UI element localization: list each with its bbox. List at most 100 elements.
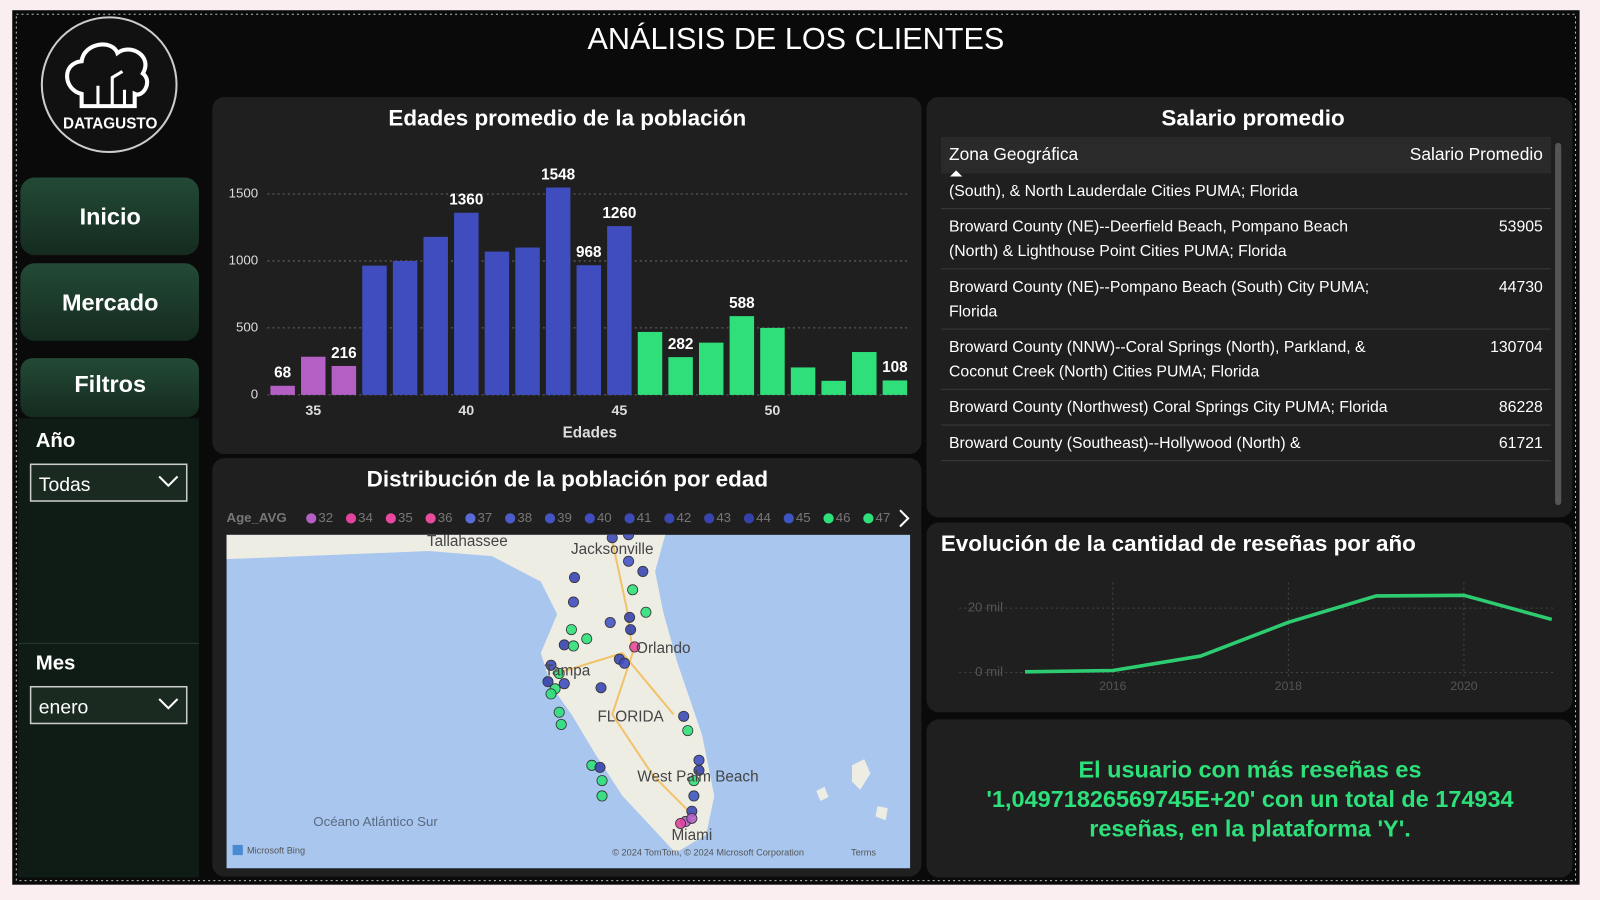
map-point — [581, 633, 593, 645]
bar — [576, 265, 602, 395]
map-point — [553, 706, 565, 718]
bar — [270, 385, 295, 395]
table-cell: Broward County (Southeast)--Hollywood (N… — [948, 434, 1301, 453]
x-tick-label: 2020 — [1450, 679, 1477, 693]
legend-label: 42 — [677, 510, 692, 525]
map-point — [625, 624, 637, 636]
card-panel — [926, 719, 1573, 878]
legend-swatch — [306, 513, 317, 524]
map-point — [596, 775, 608, 787]
bar — [515, 247, 540, 395]
x-tick-label: 50 — [765, 403, 781, 419]
dropdown-value[interactable]: enero — [39, 696, 89, 718]
bar — [331, 365, 357, 395]
nav-button-label[interactable]: Filtros — [74, 371, 146, 397]
attribution[interactable]: Terms — [851, 847, 876, 857]
data-label: 588 — [729, 295, 755, 312]
legend-label: 46 — [836, 510, 851, 525]
legend-swatch — [465, 513, 476, 524]
table-cell: 130704 — [1490, 338, 1543, 357]
dropdown[interactable] — [29, 463, 188, 502]
dropdown-value[interactable]: Todas — [39, 474, 91, 496]
nav-button[interactable] — [20, 358, 199, 418]
bar — [852, 352, 877, 395]
legend-swatch — [385, 513, 396, 524]
table-cell: 86228 — [1498, 398, 1543, 417]
map-place: Tampa — [544, 662, 590, 679]
bar — [454, 212, 479, 395]
map-point — [558, 639, 570, 651]
table-row: Broward County (NE)--Pompano Beach (Sout… — [940, 269, 1552, 330]
legend-label: 41 — [637, 510, 652, 525]
table-body: Zona Geográfica Salario Promedio (South)… — [940, 136, 1552, 462]
nav-button[interactable] — [20, 263, 199, 341]
nav-button[interactable] — [20, 177, 199, 256]
legend-label: 34 — [358, 510, 373, 525]
map-point — [618, 657, 630, 669]
map-place: Jacksonville — [571, 541, 653, 558]
map[interactable] — [226, 530, 911, 869]
y-tick-label: 1500 — [229, 185, 258, 200]
table-row: Broward County (NE)--Deerfield Beach, Po… — [940, 209, 1552, 270]
dropdown-arrow[interactable] — [158, 475, 179, 488]
scrollbar[interactable] — [1555, 142, 1562, 506]
map-point — [555, 718, 567, 730]
bar — [392, 260, 418, 395]
map-point — [640, 606, 652, 618]
x-tick-label: 35 — [305, 403, 321, 419]
legend-label: 39 — [557, 510, 572, 525]
map-point — [682, 725, 694, 737]
table-cell: 61721 — [1498, 434, 1543, 453]
column-header[interactable]: Salario Promedio — [1409, 144, 1543, 165]
map-point — [567, 596, 579, 608]
map-point — [629, 641, 641, 653]
nav-button-label[interactable]: Mercado — [62, 289, 158, 315]
table-cell: 44730 — [1498, 278, 1543, 296]
table-cell: Broward County (NE)--Pompano Beach (Sout… — [948, 278, 1370, 321]
legend-label: 44 — [756, 510, 771, 525]
sort-indicator — [950, 170, 963, 177]
chart-title: Edades promedio de la población — [388, 105, 746, 130]
legend-swatch — [345, 513, 357, 524]
bar — [637, 331, 663, 395]
map-point — [624, 611, 636, 623]
filter-label: Año — [36, 430, 76, 452]
map-point — [623, 534, 635, 541]
y-tick-label: 20 mil — [968, 600, 1003, 615]
map-place: West Palm Beach — [637, 769, 758, 786]
legend-swatch — [783, 513, 794, 524]
map-point — [693, 754, 705, 766]
table-cell: Broward County (NNW)--Coral Springs (Nor… — [948, 338, 1366, 381]
map-point — [693, 764, 705, 776]
legend-swatch — [584, 513, 595, 524]
legend-scroll[interactable] — [899, 509, 910, 528]
legend-swatch — [743, 513, 755, 524]
filter-label: Mes — [36, 653, 76, 675]
bar — [760, 327, 785, 395]
map-point — [594, 761, 606, 773]
nav-button-label[interactable]: Inicio — [80, 204, 141, 230]
map-point — [627, 584, 639, 596]
bar — [423, 236, 448, 395]
bing-icon — [232, 844, 243, 856]
table-cell: Broward County (Northwest) Coral Springs… — [948, 398, 1388, 417]
map-place: Miami — [671, 827, 712, 844]
land — [226, 534, 715, 854]
table-row: (South), & North Lauderdale Cities PUMA;… — [940, 173, 1552, 210]
dropdown[interactable] — [29, 685, 188, 725]
legend-swatch — [425, 513, 436, 524]
column-header[interactable]: Zona Geográfica — [948, 144, 1079, 165]
map-place: Orlando — [636, 640, 690, 657]
bar — [545, 187, 571, 395]
roads — [555, 540, 695, 818]
bar — [484, 251, 510, 395]
divider — [18, 642, 199, 644]
legend-label: 38 — [517, 510, 532, 525]
data-label: 216 — [331, 345, 357, 362]
bar — [882, 380, 908, 395]
x-axis-label: Edades — [563, 425, 617, 442]
x-tick-label: 2018 — [1275, 679, 1302, 693]
canvas-border — [15, 13, 1577, 882]
dropdown-arrow[interactable] — [158, 698, 179, 710]
table: Zona Geográfica Salario Promedio (South)… — [940, 136, 1552, 462]
